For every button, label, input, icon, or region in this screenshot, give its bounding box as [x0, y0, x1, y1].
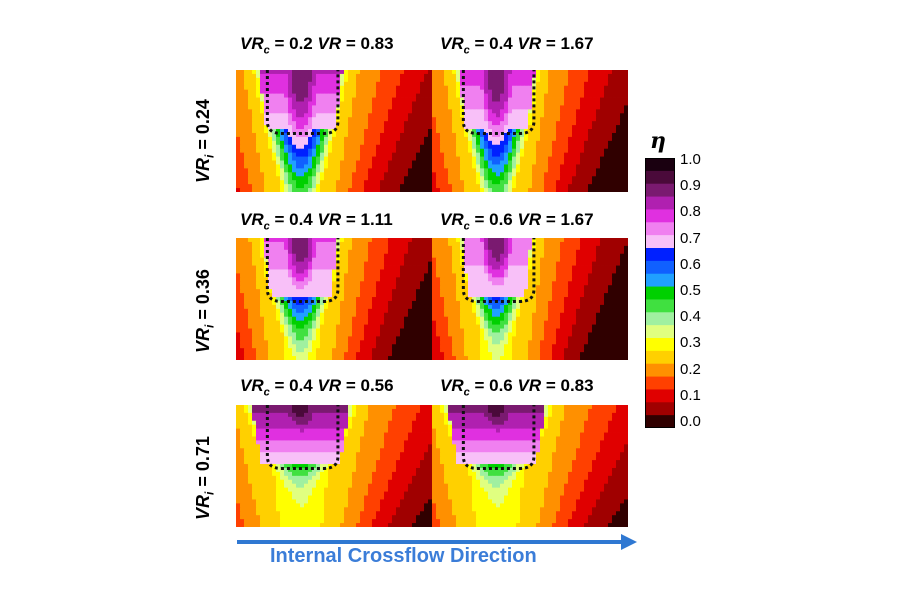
colorbar-tick-label: 0.0 [680, 413, 701, 430]
colorbar-segment [645, 299, 675, 313]
hole-footprint-outline [461, 70, 536, 135]
contour-panel [236, 405, 432, 527]
row-label: VRi = 0.71 [193, 436, 217, 520]
colorbar [645, 158, 675, 428]
row-label: VRi = 0.24 [193, 99, 217, 183]
colorbar-segment [645, 273, 675, 288]
contour-field [236, 405, 432, 527]
colorbar-segment [645, 325, 675, 339]
colorbar-segment [645, 389, 675, 403]
hole-footprint-outline [265, 405, 340, 470]
colorbar-segment [645, 209, 675, 223]
contour-panel [432, 238, 628, 360]
colorbar-segment [645, 196, 675, 210]
colorbar-tick-label: 0.7 [680, 229, 701, 247]
hole-footprint-outline [265, 70, 340, 135]
colorbar-tick-label: 1.0 [680, 151, 701, 168]
colorbar-segment [645, 402, 675, 416]
colorbar-segment [645, 158, 675, 172]
contour-panel [432, 405, 628, 527]
colorbar-tick-label: 0.5 [680, 282, 701, 299]
colorbar-segment [645, 183, 675, 198]
colorbar-segment [645, 363, 675, 378]
hole-footprint-outline [265, 238, 340, 303]
colorbar-segment [645, 350, 675, 365]
colorbar-tick-label: 0.2 [680, 360, 701, 378]
panel-title: VRc = 0.6 VR = 1.67 [440, 210, 594, 233]
contour-field [236, 70, 432, 192]
hole-footprint-outline [461, 238, 536, 303]
hole-footprint-outline [461, 405, 536, 470]
contour-field [432, 70, 628, 192]
colorbar-segment [645, 248, 675, 262]
colorbar-segment [645, 170, 675, 185]
panel-title: VRc = 0.4 VR = 1.11 [240, 210, 393, 233]
contour-field [236, 238, 432, 360]
colorbar-segment [645, 222, 675, 236]
panel-title: VRc = 0.6 VR = 0.83 [440, 376, 594, 399]
row-label: VRi = 0.36 [193, 269, 217, 353]
colorbar-segment [645, 338, 675, 352]
colorbar-segment [645, 415, 675, 428]
contour-field [432, 405, 628, 527]
colorbar-tick-label: 0.9 [680, 177, 701, 195]
colorbar-tick-label: 0.3 [680, 334, 701, 352]
panel-title: VRc = 0.2 VR = 0.83 [240, 34, 394, 57]
colorbar-segment [645, 312, 675, 326]
colorbar-title: η [650, 128, 666, 154]
colorbar-border [645, 158, 675, 428]
colorbar-segment [645, 235, 675, 249]
colorbar-segment [645, 260, 675, 275]
panel-title: VRc = 0.4 VR = 0.56 [240, 376, 394, 399]
crossflow-arrow-icon [237, 534, 637, 550]
colorbar-tick-label: 0.4 [680, 308, 701, 326]
colorbar-tick-label: 0.6 [680, 255, 701, 273]
colorbar-segment [645, 376, 675, 390]
contour-field [432, 238, 628, 360]
contour-panel [236, 70, 432, 192]
contour-panel [236, 238, 432, 360]
colorbar-tick-label: 0.8 [680, 203, 701, 221]
colorbar-tick-label: 0.1 [680, 386, 701, 404]
panel-title: VRc = 0.4 VR = 1.67 [440, 34, 594, 57]
contour-panel [432, 70, 628, 192]
crossflow-direction-label: Internal Crossflow Direction [270, 545, 537, 567]
colorbar-segment [645, 286, 675, 300]
